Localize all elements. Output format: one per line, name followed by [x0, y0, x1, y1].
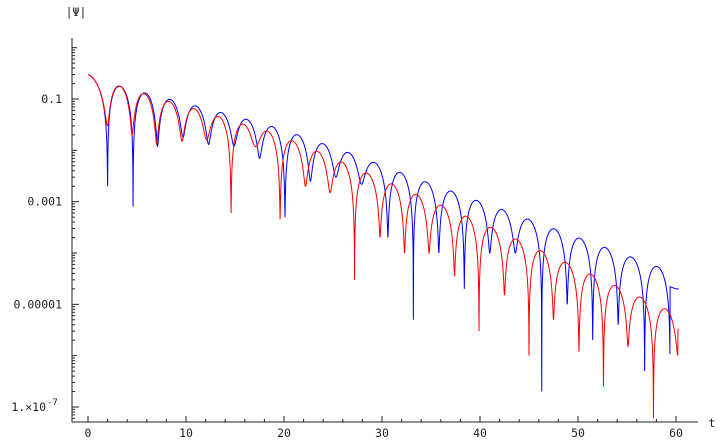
series-red-line — [87, 73, 679, 419]
series-layer — [87, 73, 679, 419]
labels: |Ψ| t — [66, 5, 716, 430]
y-tick-label: 1.×10 — [11, 400, 46, 414]
x-tick-label: 10 — [179, 426, 193, 440]
y-tick-label: 0.001 — [27, 195, 62, 209]
x-tick-label: 60 — [669, 426, 683, 440]
y-axis-label: |Ψ| — [66, 5, 87, 19]
y-tick-label: 0.00001 — [14, 297, 63, 311]
axes: 0 10 20 30 40 50 60 1.×10 -7 0.00001 0.001 0.1 — [11, 38, 698, 440]
x-axis-label: t — [709, 416, 716, 430]
x-tick-label: 30 — [375, 426, 389, 440]
y-tick-label: 0.1 — [41, 92, 62, 106]
y-tick-exponent: -7 — [47, 398, 58, 408]
x-tick-label: 40 — [473, 426, 487, 440]
x-tick-label: 0 — [85, 426, 92, 440]
series-blue-line — [87, 74, 679, 392]
x-tick-label: 20 — [277, 426, 291, 440]
x-tick-label: 50 — [571, 426, 585, 440]
